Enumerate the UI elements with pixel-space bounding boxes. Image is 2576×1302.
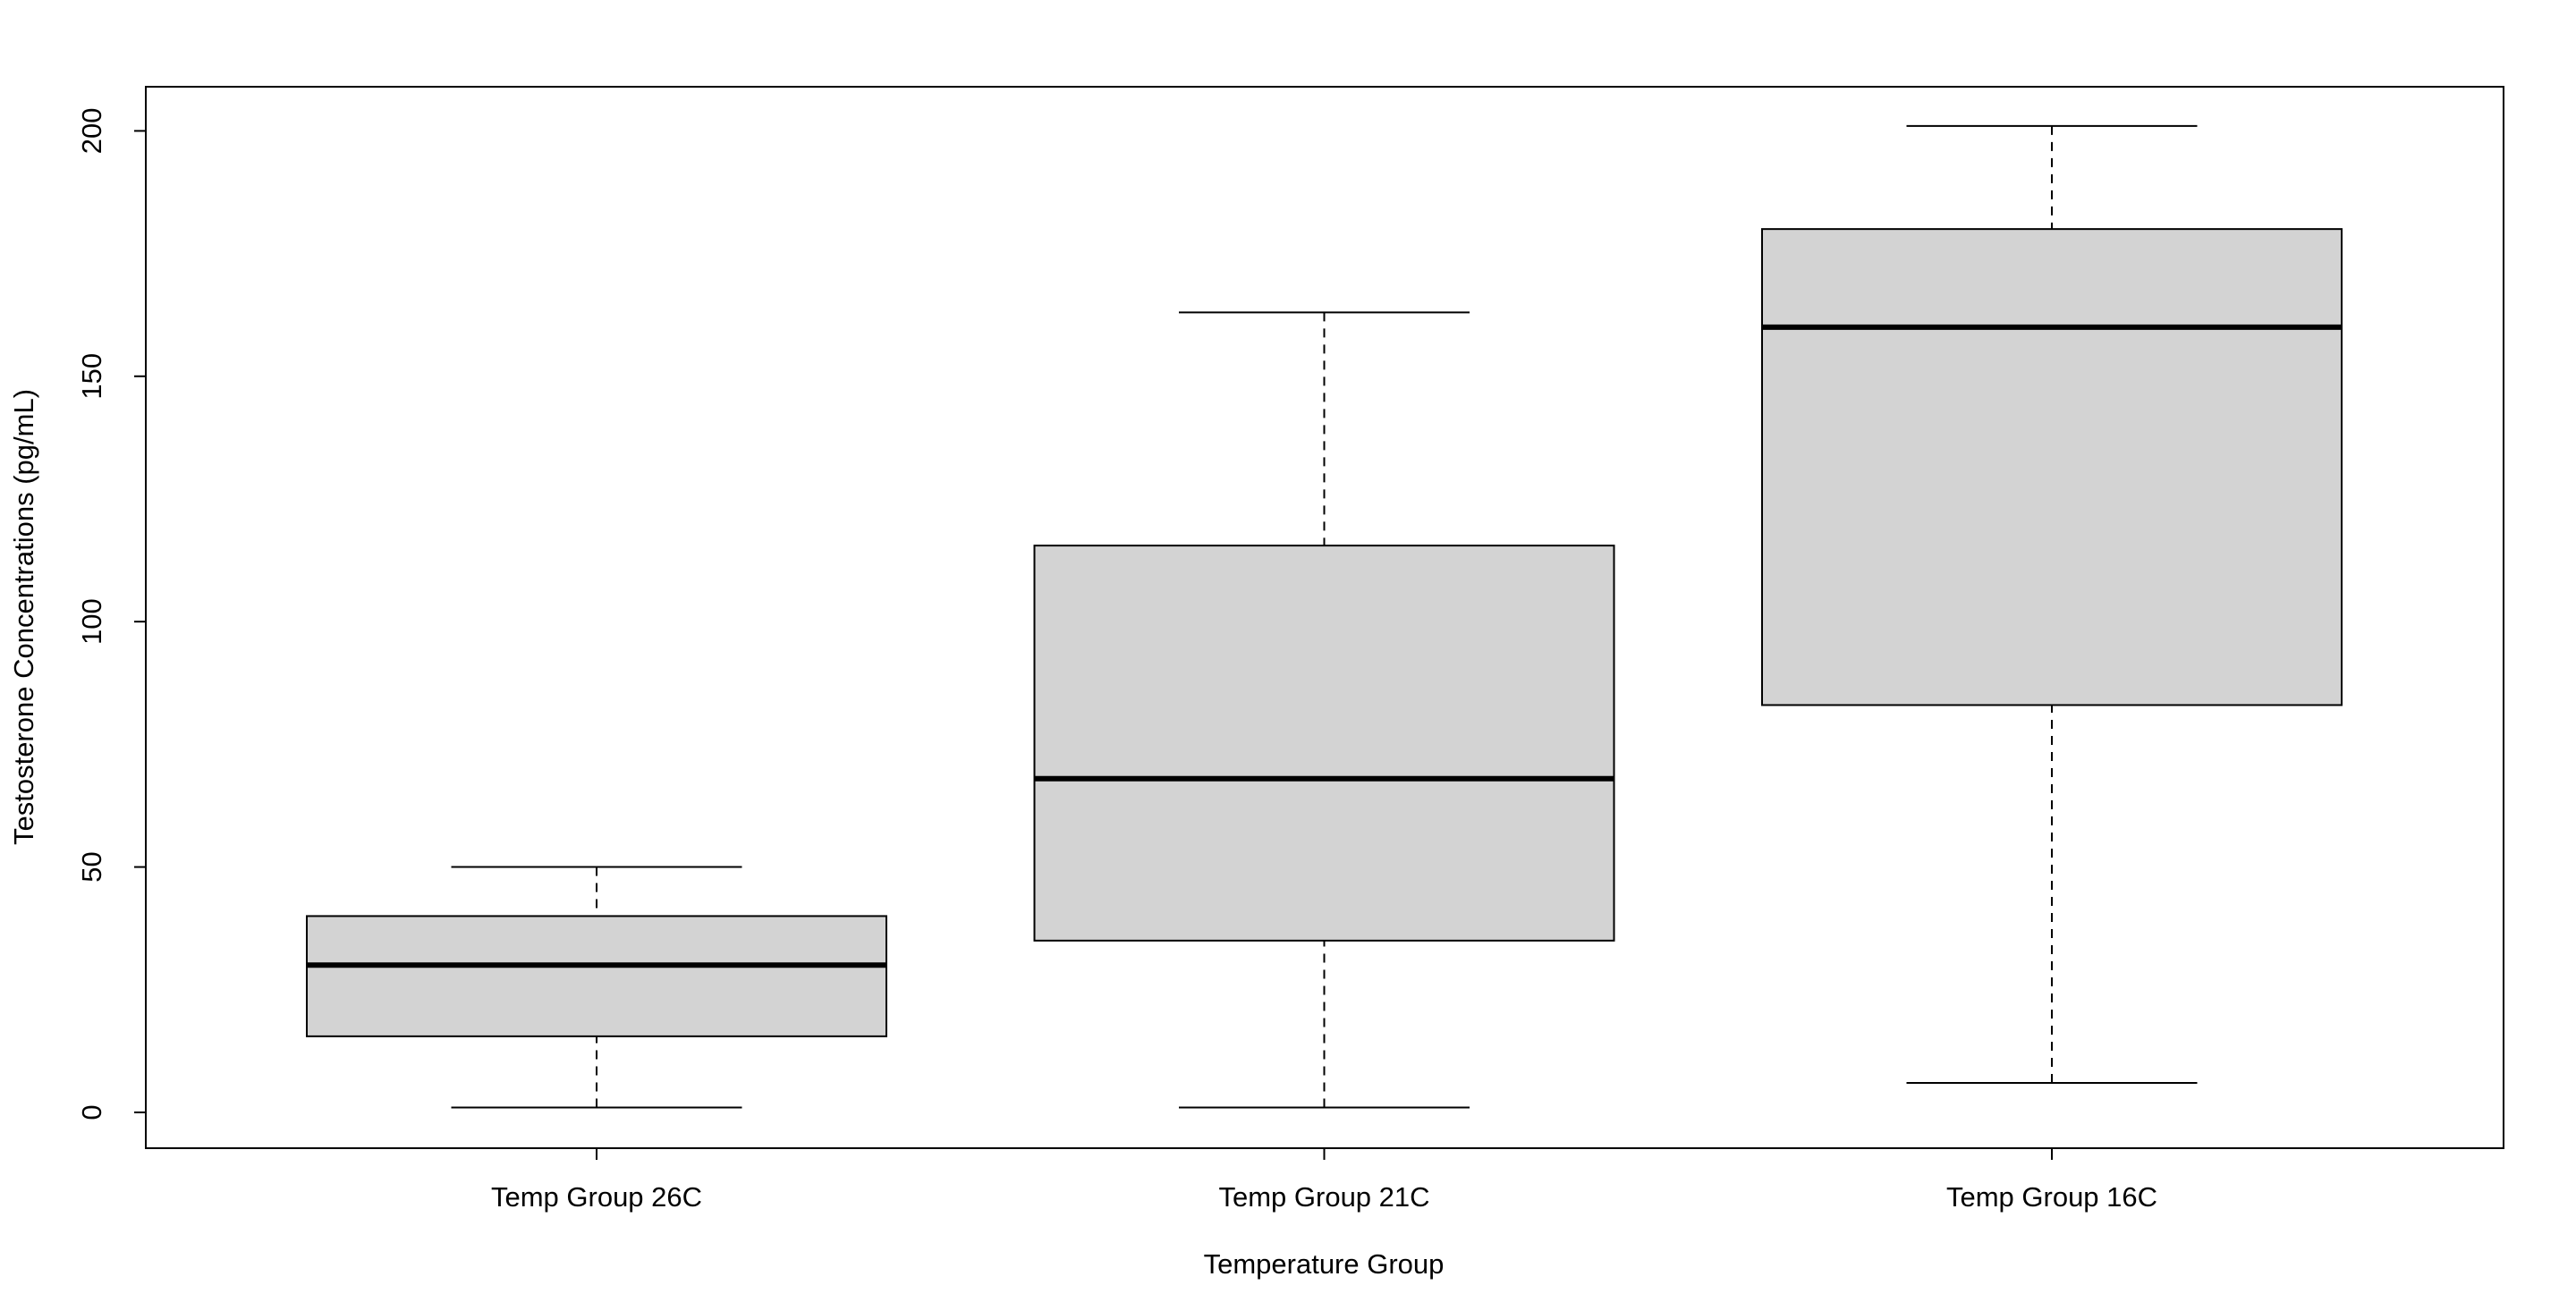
y-axis-title: Testosterone Concentrations (pg/mL) (8, 389, 39, 845)
box (306, 915, 887, 1037)
box (1033, 545, 1615, 942)
y-tick-label: 100 (76, 598, 107, 645)
y-tick-label: 0 (76, 1104, 107, 1120)
y-tick-label: 200 (76, 108, 107, 155)
x-tick-label: Temp Group 16C (1946, 1181, 2157, 1213)
y-tick-label: 50 (76, 851, 107, 882)
box (1761, 228, 2343, 706)
x-tick-label: Temp Group 21C (1218, 1181, 1429, 1213)
x-axis-title: Temperature Group (1204, 1248, 1445, 1280)
x-tick-label: Temp Group 26C (491, 1181, 702, 1213)
y-tick-label: 150 (76, 353, 107, 400)
